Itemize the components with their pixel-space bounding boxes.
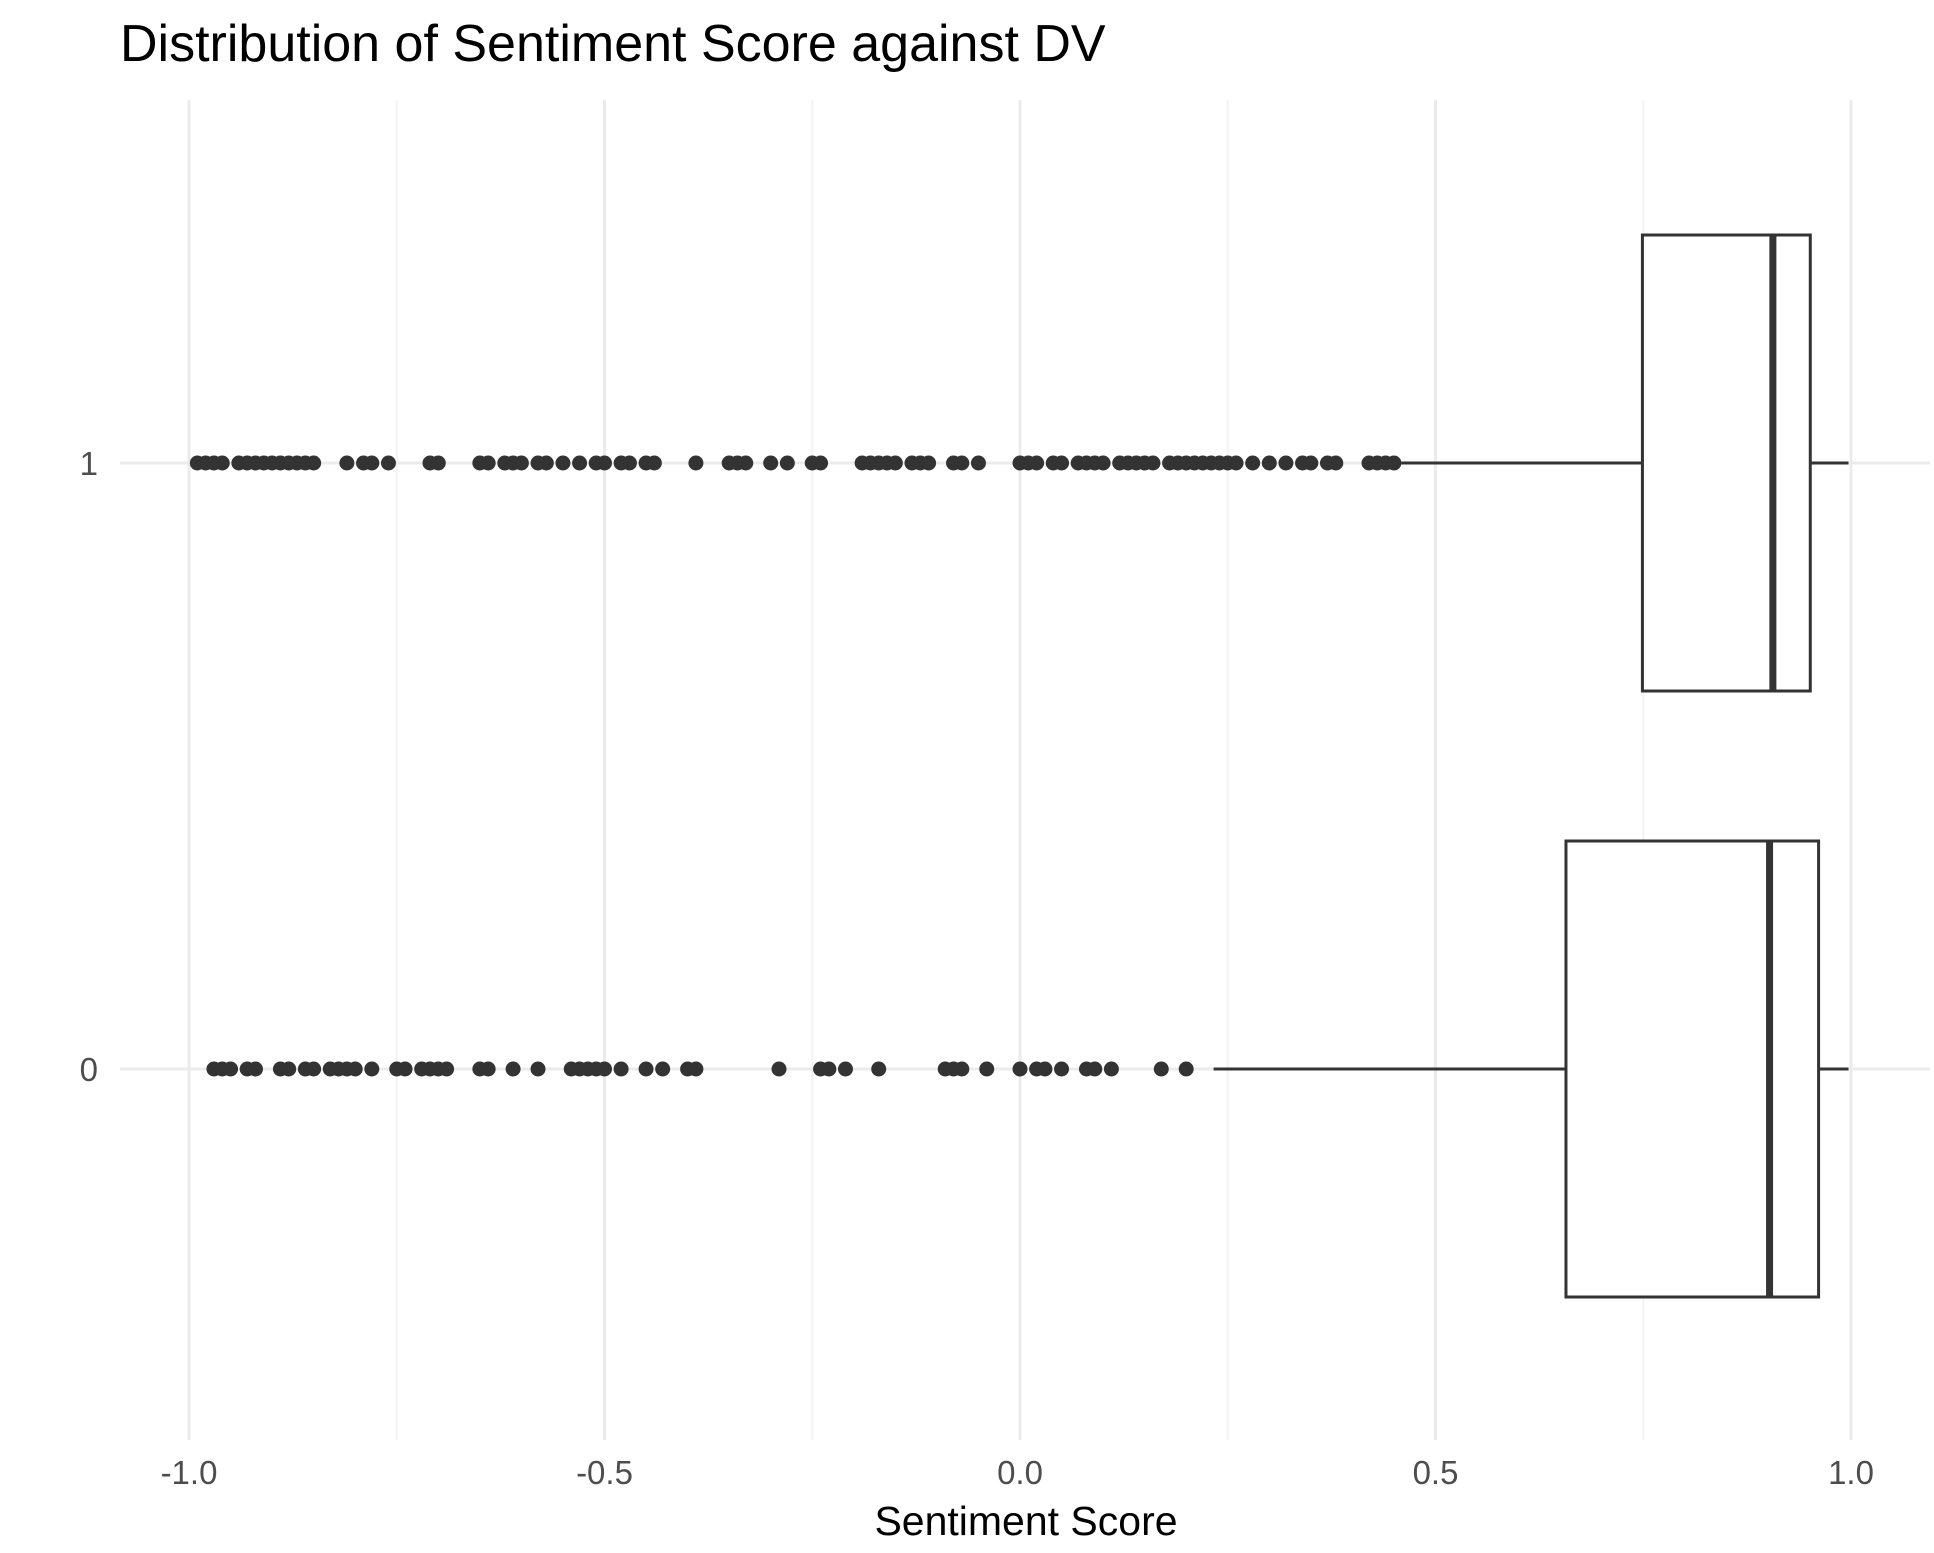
outlier-point — [1095, 455, 1111, 471]
outlier-point — [306, 1061, 322, 1077]
outlier-point — [530, 1061, 546, 1077]
outlier-point — [1328, 455, 1344, 471]
outlier-point — [480, 1061, 496, 1077]
iqr-box — [1640, 233, 1812, 693]
outlier-point — [306, 455, 322, 471]
boxes-layer — [189, 233, 1849, 1299]
outlier-point — [430, 455, 446, 471]
outlier-point — [597, 1061, 612, 1077]
outlier-point — [380, 455, 396, 471]
outlier-point — [837, 1061, 853, 1077]
outlier-point — [1054, 1061, 1070, 1077]
outlier-point — [223, 1061, 239, 1077]
chart-title: Distribution of Sentiment Score against … — [120, 15, 1106, 73]
outlier-point — [979, 1061, 995, 1077]
outlier-point — [364, 1061, 380, 1077]
outlier-point — [1278, 455, 1294, 471]
outlier-point — [1153, 1061, 1169, 1077]
outlier-point — [779, 455, 795, 471]
outlier-point — [954, 1061, 970, 1077]
outlier-point — [970, 455, 986, 471]
outlier-point — [364, 455, 380, 471]
outlier-point — [871, 1061, 887, 1077]
outlier-point — [1087, 1061, 1103, 1077]
outlier-point — [339, 455, 355, 471]
outlier-point — [281, 1061, 297, 1077]
outlier-point — [954, 455, 970, 471]
outlier-point — [1228, 455, 1244, 471]
x-axis-label: Sentiment Score — [874, 1498, 1177, 1544]
x-tick-labels: -1.0 -0.5 0.0 0.5 1.0 — [161, 1454, 1874, 1491]
outlier-point — [347, 1061, 363, 1077]
y-tick-label: 0 — [80, 1051, 98, 1088]
outlier-point — [1103, 1061, 1119, 1077]
x-tick-label: -0.5 — [576, 1454, 633, 1491]
outlier-point — [1145, 455, 1161, 471]
outlier-point — [1386, 455, 1402, 471]
outlier-point — [1178, 1061, 1194, 1077]
outlier-point — [214, 455, 230, 471]
outlier-point — [688, 455, 704, 471]
outlier-point — [688, 1061, 704, 1077]
x-tick-label: 0.0 — [997, 1454, 1043, 1491]
outlier-point — [646, 455, 662, 471]
outlier-point — [921, 455, 937, 471]
outlier-point — [555, 455, 571, 471]
outlier-point — [763, 455, 779, 471]
outlier-point — [638, 1061, 654, 1077]
outlier-point — [613, 1061, 629, 1077]
iqr-box — [1564, 839, 1821, 1299]
outlier-point — [247, 1061, 263, 1077]
outlier-point — [397, 1061, 413, 1077]
outlier-point — [887, 455, 903, 471]
y-tick-labels: 01 — [80, 445, 98, 1088]
outlier-point — [439, 1061, 455, 1077]
box-group-1 — [189, 233, 1849, 693]
outlier-point — [1029, 455, 1045, 471]
outlier-point — [505, 1061, 521, 1077]
outlier-point — [538, 455, 554, 471]
outlier-point — [1303, 455, 1319, 471]
y-tick-label: 1 — [80, 445, 98, 482]
outlier-point — [572, 455, 588, 471]
outlier-point — [1245, 455, 1261, 471]
outlier-point — [821, 1061, 837, 1077]
outlier-point — [597, 455, 612, 471]
x-tick-label: -1.0 — [161, 1454, 218, 1491]
outlier-point — [813, 455, 829, 471]
outlier-point — [621, 455, 637, 471]
x-tick-label: 0.5 — [1413, 1454, 1459, 1491]
outlier-point — [480, 455, 496, 471]
outlier-point — [1037, 1061, 1053, 1077]
outlier-point — [513, 455, 529, 471]
outlier-point — [655, 1061, 671, 1077]
box-group-0 — [206, 839, 1849, 1299]
outlier-point — [738, 455, 754, 471]
x-tick-label: 1.0 — [1828, 1454, 1874, 1491]
outlier-point — [1012, 1061, 1028, 1077]
outlier-point — [1054, 455, 1070, 471]
outlier-point — [1261, 455, 1277, 471]
outlier-point — [771, 1061, 787, 1077]
